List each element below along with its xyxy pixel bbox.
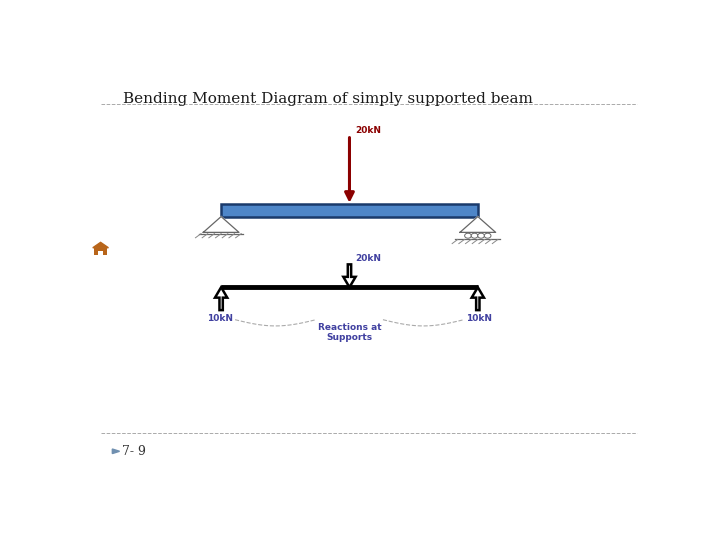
Bar (94, 248, 107, 255)
FancyArrow shape (215, 287, 228, 310)
Circle shape (471, 233, 478, 238)
Polygon shape (112, 449, 120, 454)
FancyArrow shape (343, 265, 356, 287)
FancyArrow shape (472, 287, 484, 310)
Bar (221, 204, 478, 217)
Circle shape (464, 233, 472, 238)
Text: 10kN: 10kN (466, 314, 492, 323)
Text: 10kN: 10kN (207, 314, 233, 323)
Text: Reactions at
Supports: Reactions at Supports (318, 322, 382, 342)
Polygon shape (93, 242, 109, 248)
Circle shape (478, 233, 485, 238)
Text: 20kN: 20kN (355, 126, 381, 136)
Text: 20kN: 20kN (355, 254, 381, 263)
Polygon shape (203, 217, 239, 232)
Circle shape (485, 233, 491, 238)
Text: 7- 9: 7- 9 (122, 445, 146, 458)
Bar (99, 251, 103, 255)
Polygon shape (460, 217, 495, 232)
Text: Bending Moment Diagram of simply supported beam: Bending Moment Diagram of simply support… (124, 92, 534, 106)
